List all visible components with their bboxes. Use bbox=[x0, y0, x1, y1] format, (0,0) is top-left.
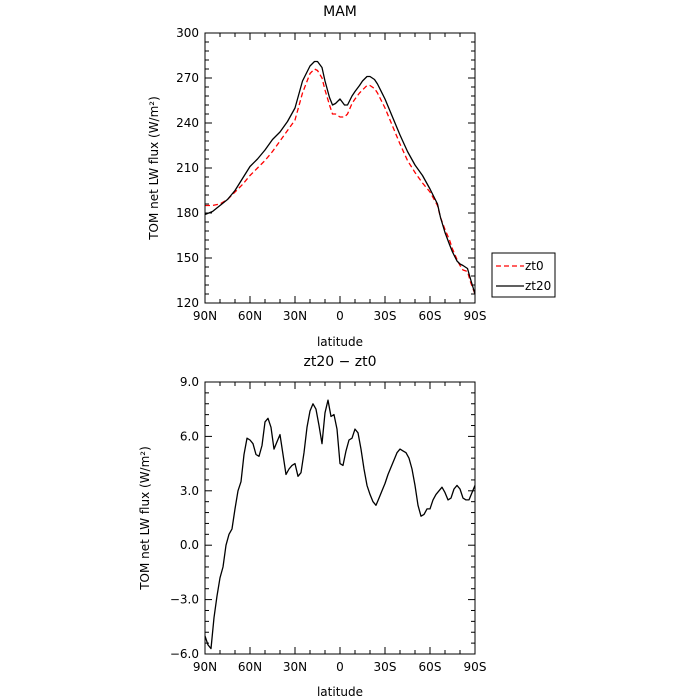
top-ytick-label: 120 bbox=[176, 296, 199, 310]
top-xlabel: latitude bbox=[317, 335, 363, 349]
bottom-xtick-label: 30N bbox=[283, 660, 307, 674]
top-ytick-label: 180 bbox=[176, 206, 199, 220]
bottom-ytick-label: 6.0 bbox=[180, 429, 199, 443]
bottom-xtick-label: 60S bbox=[419, 660, 442, 674]
bottom-ytick-label: 9.0 bbox=[180, 375, 199, 389]
bottom-xtick-label: 0 bbox=[336, 660, 344, 674]
top-ytick-label: 240 bbox=[176, 116, 199, 130]
bottom-ylabel: TOM net LW flux (W/m²) bbox=[138, 446, 152, 591]
top-xtick-label: 60S bbox=[419, 309, 442, 323]
bottom-xtick-label: 90S bbox=[464, 660, 487, 674]
bottom-ytick-label: 0.0 bbox=[180, 538, 199, 552]
bottom-xtick-label: 90N bbox=[193, 660, 217, 674]
top-series-line-zt0 bbox=[205, 68, 476, 295]
legend: zt0 zt20 bbox=[491, 252, 556, 298]
bottom-xtick-label: 30S bbox=[374, 660, 397, 674]
top-xtick-label: 30S bbox=[374, 309, 397, 323]
bottom-xlabel: latitude bbox=[317, 685, 363, 699]
bottom-series-lines bbox=[204, 399, 476, 650]
legend-box bbox=[491, 252, 556, 298]
bottom-panel: zt20 − zt0 TOM net LW flux (W/m²) latitu… bbox=[138, 354, 486, 699]
top-ytick-label: 150 bbox=[176, 251, 199, 265]
top-panel: MAM TOM net LW flux (W/m²) latitude 90N 6… bbox=[147, 4, 556, 349]
bottom-plot-frame bbox=[204, 381, 476, 655]
top-ytick-label: 270 bbox=[176, 71, 199, 85]
top-xtick-label: 90S bbox=[464, 309, 487, 323]
legend-label-zt20: zt20 bbox=[525, 279, 551, 293]
bottom-ytick-label: −3.0 bbox=[170, 593, 199, 607]
top-axis-ticks: 90N 60N 30N 0 30S 60S 90S 120 150 180 210 240 270 300 bbox=[176, 26, 486, 323]
top-xtick-label: 30N bbox=[283, 309, 307, 323]
legend-label-zt0: zt0 bbox=[525, 259, 544, 273]
top-series-line-zt20 bbox=[204, 60, 476, 295]
top-ytick-label: 300 bbox=[176, 26, 199, 40]
bottom-series-line-0 bbox=[204, 399, 476, 650]
bottom-ytick-label: −6.0 bbox=[170, 647, 199, 661]
top-xtick-label: 0 bbox=[336, 309, 344, 323]
top-xtick-label: 60N bbox=[238, 309, 262, 323]
bottom-ytick-label: 3.0 bbox=[180, 484, 199, 498]
bottom-axis-ticks: 90N 60N 30N 0 30S 60S 90S −6.0 −3.0 0.0 3.0 6.0 9.0 bbox=[170, 375, 487, 674]
top-ylabel: TOM net LW flux (W/m²) bbox=[147, 96, 161, 241]
top-title: MAM bbox=[323, 4, 357, 20]
top-plot-frame bbox=[204, 32, 476, 304]
top-series-lines bbox=[204, 60, 476, 295]
bottom-xtick-label: 60N bbox=[238, 660, 262, 674]
bottom-title: zt20 − zt0 bbox=[303, 354, 376, 370]
top-xtick-label: 90N bbox=[193, 309, 217, 323]
top-ytick-label: 210 bbox=[176, 161, 199, 175]
